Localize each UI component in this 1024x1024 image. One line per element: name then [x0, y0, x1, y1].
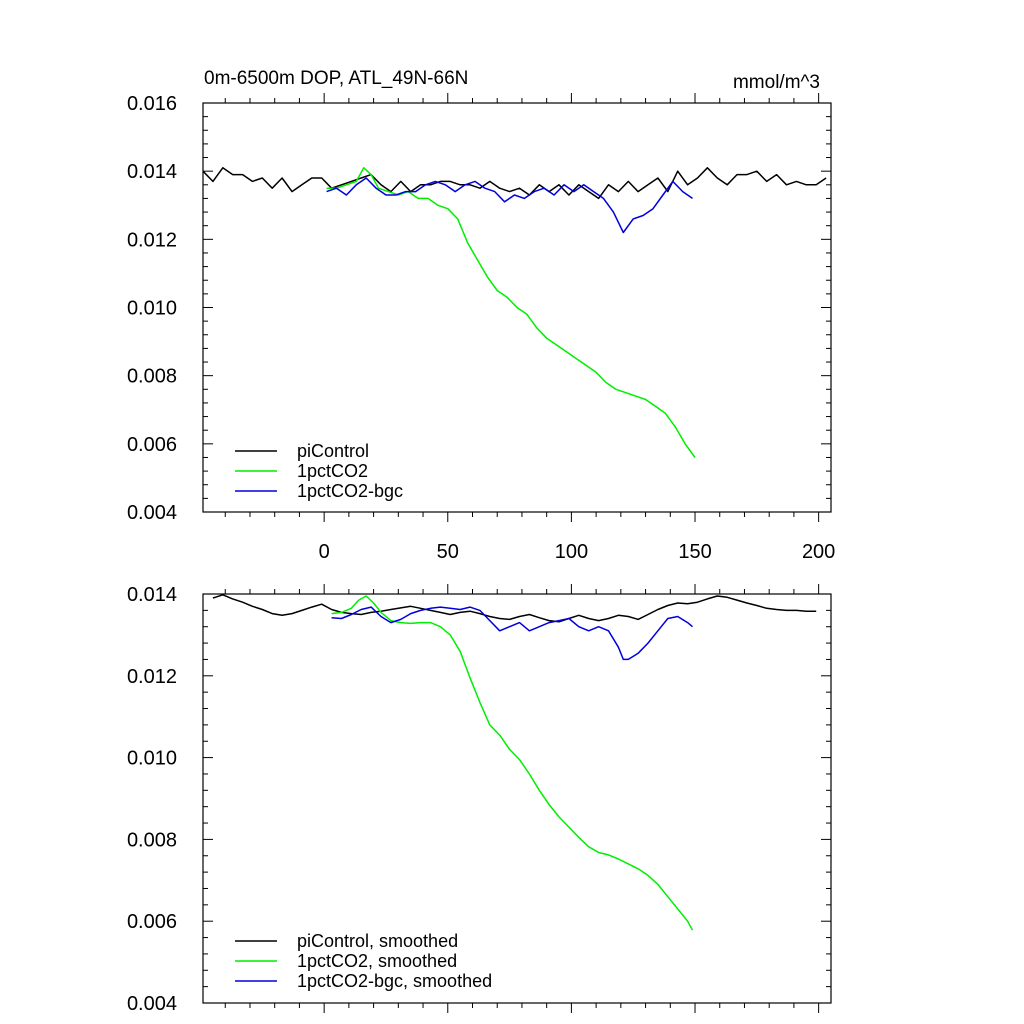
y-tick-label: 0.016 — [127, 93, 177, 115]
y-tick-label: 0.014 — [127, 161, 177, 183]
y-tick-label: 0.004 — [127, 502, 177, 524]
bottom-plot-frame — [202, 593, 832, 1004]
x-tick-label: 0 — [319, 541, 330, 563]
top-series — [202, 167, 827, 458]
series-line — [326, 177, 693, 234]
bottom-panel: 0.004 0.006 0.008 0.010 0.012 0.014 piControl… — [127, 584, 832, 1015]
x-tick-label: 50 — [437, 541, 459, 563]
series-line — [326, 167, 696, 458]
y-tick-label: 0.006 — [127, 434, 177, 456]
series-line — [202, 167, 827, 200]
y-tick-label: 0.008 — [127, 829, 177, 851]
y-tick-label: 0.008 — [127, 366, 177, 388]
series-line — [331, 595, 694, 931]
legend-label: piControl, smoothed — [297, 931, 458, 951]
top-ticks: 0.004 0.006 0.008 0.010 0.012 0.014 0.016 0 50 10… — [127, 93, 835, 563]
y-tick-label: 0.012 — [127, 666, 177, 688]
x-tick-label: 100 — [555, 541, 588, 563]
series-line — [331, 606, 693, 661]
top-panel: 0.004 0.006 0.008 0.010 0.012 0.014 0.016 0 50 10… — [127, 93, 835, 563]
y-tick-label: 0.012 — [127, 229, 177, 251]
x-tick-label: 150 — [678, 541, 711, 563]
series-line — [212, 594, 817, 623]
legend-label: 1pctCO2 — [297, 461, 368, 481]
y-tick-label: 0.006 — [127, 911, 177, 933]
y-tick-label: 0.010 — [127, 748, 177, 770]
legend-label: piControl — [297, 441, 369, 461]
y-tick-label: 0.014 — [127, 584, 177, 606]
bottom-ticks: 0.004 0.006 0.008 0.010 0.012 0.014 — [127, 584, 831, 1015]
units-label: mmol/m^3 — [733, 72, 820, 93]
legend-label: 1pctCO2-bgc, smoothed — [297, 971, 492, 991]
legend-label: 1pctCO2-bgc — [297, 481, 403, 501]
legend-label: 1pctCO2, smoothed — [297, 951, 457, 971]
chart-title: 0m-6500m DOP, ATL_49N-66N — [204, 68, 468, 89]
y-tick-label: 0.010 — [127, 298, 177, 320]
x-tick-label: 200 — [802, 541, 835, 563]
y-tick-label: 0.004 — [127, 993, 177, 1015]
bottom-series — [212, 594, 817, 931]
